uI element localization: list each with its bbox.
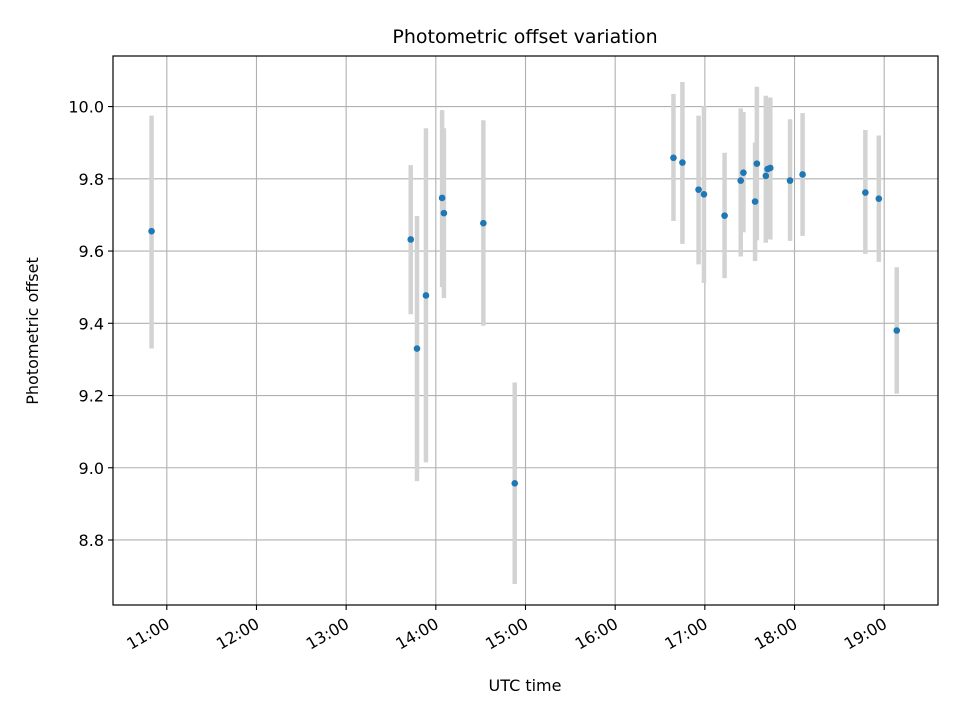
data-point <box>148 227 155 235</box>
y-axis-ticks: 8.8 9.0 9.2 9.4 9.6 9.8 10.0 <box>68 98 113 550</box>
data-point <box>737 177 745 184</box>
y-tick-label: 9.0 <box>79 459 104 478</box>
data-point <box>695 186 702 193</box>
x-axis-label: UTC time <box>489 676 562 695</box>
data-point <box>799 171 806 178</box>
data-point <box>480 219 487 227</box>
data-point <box>753 160 761 167</box>
data-point <box>413 345 421 352</box>
data-point <box>751 198 759 205</box>
y-tick-label: 9.4 <box>79 314 104 333</box>
data-point <box>862 189 869 196</box>
data-point <box>440 209 448 217</box>
y-tick-label: 9.6 <box>79 242 104 261</box>
data-point <box>893 327 901 334</box>
data-point <box>670 154 677 162</box>
y-tick-label: 8.8 <box>79 531 104 550</box>
y-tick-label: 10.0 <box>68 98 104 117</box>
data-point <box>875 195 883 202</box>
data-point <box>762 172 770 180</box>
data-point <box>740 169 747 176</box>
data-point <box>679 159 686 166</box>
data-point <box>407 236 415 243</box>
chart-title: Photometric offset variation <box>392 26 657 48</box>
data-point <box>511 479 519 487</box>
data-point <box>422 292 430 299</box>
data-point <box>786 177 794 184</box>
data-point <box>438 194 446 202</box>
data-point <box>700 191 708 198</box>
data-points <box>148 154 901 487</box>
data-point <box>767 164 774 172</box>
y-axis-label: Photometric offset <box>23 257 42 405</box>
grid <box>113 56 938 605</box>
y-tick-label: 9.8 <box>79 170 104 189</box>
data-point <box>721 212 728 219</box>
y-tick-label: 9.2 <box>79 387 104 406</box>
